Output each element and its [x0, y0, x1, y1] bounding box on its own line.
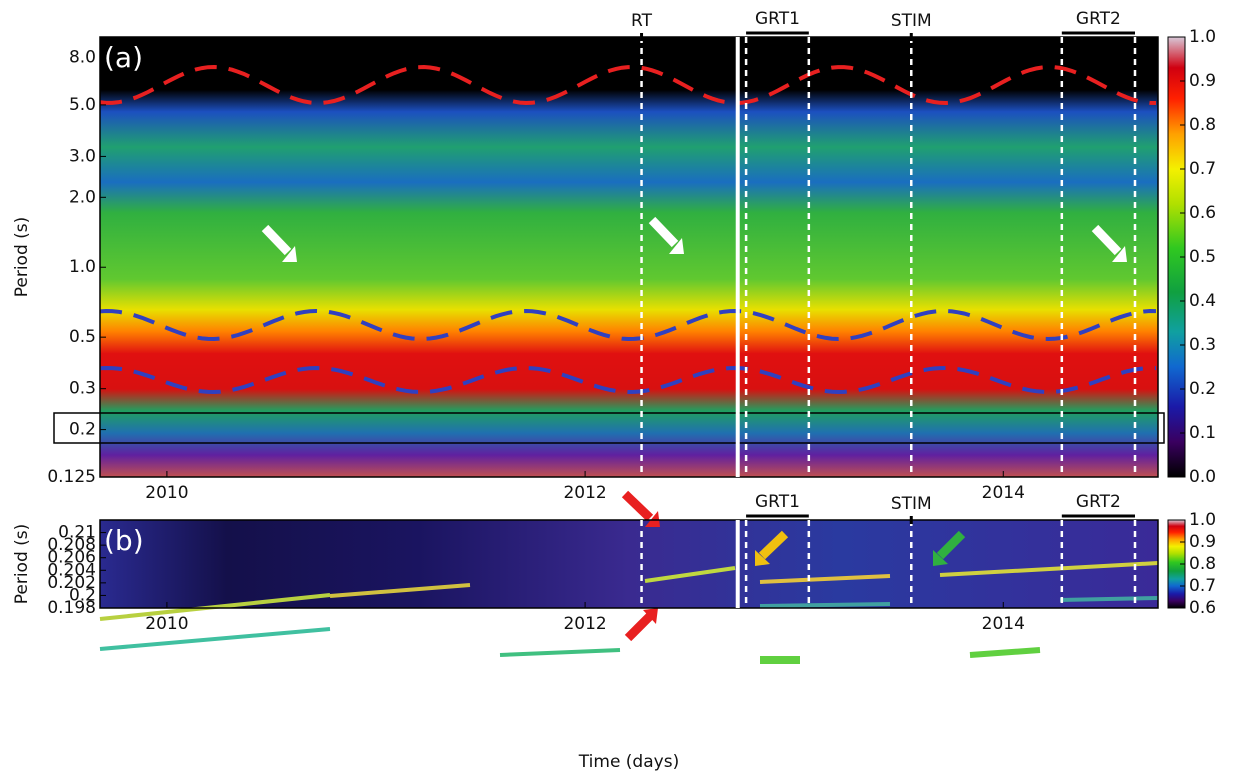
y-tick-label: 0.2	[69, 420, 96, 440]
event-label: GRT2	[1076, 492, 1121, 512]
colorbar-tick-label: 0.7	[1189, 576, 1216, 596]
panel-label: (a)	[104, 41, 143, 74]
y-tick-label: 0.3	[69, 379, 96, 399]
colorbar-tick-label: 0.4	[1189, 291, 1216, 311]
event-label: RT	[631, 11, 653, 31]
y-axis-label: Period (s)	[12, 217, 32, 298]
colorbar-tick-label: 0.6	[1189, 203, 1216, 223]
highlight-box	[53, 412, 1165, 444]
y-tick-label: 5.0	[69, 95, 96, 115]
colorbar-tick-label: 0.7	[1189, 159, 1216, 179]
spectral-lines	[99, 561, 1159, 664]
x-tick-label: 2014	[982, 483, 1025, 503]
y-tick-label: 0.208	[47, 535, 96, 555]
y-tick-label: 0.206	[47, 548, 96, 568]
colorbar-tick-label: 0.9	[1189, 71, 1216, 91]
colorbar-tick-label: 0.9	[1189, 532, 1216, 552]
y-tick-label: 1.0	[69, 257, 96, 277]
colorbar-tick-label: 0.2	[1189, 379, 1216, 399]
y-tick-label: 2.0	[69, 187, 96, 207]
arrows	[261, 216, 1127, 642]
colorbar-tick-label: 0.1	[1189, 423, 1216, 443]
y-tick-label: 3.0	[69, 146, 96, 166]
colorbar-tick-label: 0.6	[1189, 598, 1216, 618]
y-tick-label: 0.5	[69, 327, 96, 347]
event-label: GRT1	[755, 492, 800, 512]
colorbar-tick-label: 1.0	[1189, 27, 1216, 47]
x-tick-label: 2010	[145, 483, 188, 503]
y-tick-label: 0.125	[47, 467, 96, 487]
y-tick-label: 0.202	[47, 573, 96, 593]
event-label: GRT2	[1076, 9, 1121, 29]
model-curve	[99, 365, 1157, 395]
spectrogram-b	[100, 520, 1158, 608]
plot-frame	[99, 519, 1159, 609]
x-tick-label: 2012	[563, 483, 606, 503]
model-curve	[99, 308, 1157, 342]
event-label: GRT1	[755, 9, 800, 29]
y-tick-label: 0.204	[47, 560, 96, 580]
y-tick-label: 0.21	[58, 523, 96, 543]
y-tick-label: 0.198	[47, 598, 96, 618]
plot-frame	[99, 36, 1159, 478]
x-tick-label: 2014	[982, 614, 1025, 634]
y-axis-label: Period (s)	[12, 524, 32, 605]
colorbar-tick-label: 0.3	[1189, 335, 1216, 355]
x-tick-label: 2012	[563, 614, 606, 634]
spectrogram-a	[100, 37, 1158, 477]
x-tick-label: 2010	[145, 614, 188, 634]
y-tick-label: 8.0	[69, 47, 96, 67]
x-axis-label: Time (days)	[578, 752, 679, 772]
colorbar-tick-label: 0.5	[1189, 247, 1216, 267]
event-label: STIM	[891, 494, 932, 514]
colorbar-tick-label: 0.8	[1189, 115, 1216, 135]
colorbar-tick-label: 0.0	[1189, 467, 1216, 487]
event-label: STIM	[891, 11, 932, 31]
colorbar-tick-label: 0.8	[1189, 554, 1216, 574]
y-tick-label: 0.2	[69, 585, 96, 605]
axes: (a) Period (s) 2010 2012 2014 0.125 0.2 0.3 0.5 1…	[12, 9, 1216, 772]
panel-label: (b)	[104, 524, 144, 557]
colorbar-tick-label: 1.0	[1189, 510, 1216, 530]
model-curve	[99, 64, 1157, 106]
model-curves	[99, 64, 1157, 395]
